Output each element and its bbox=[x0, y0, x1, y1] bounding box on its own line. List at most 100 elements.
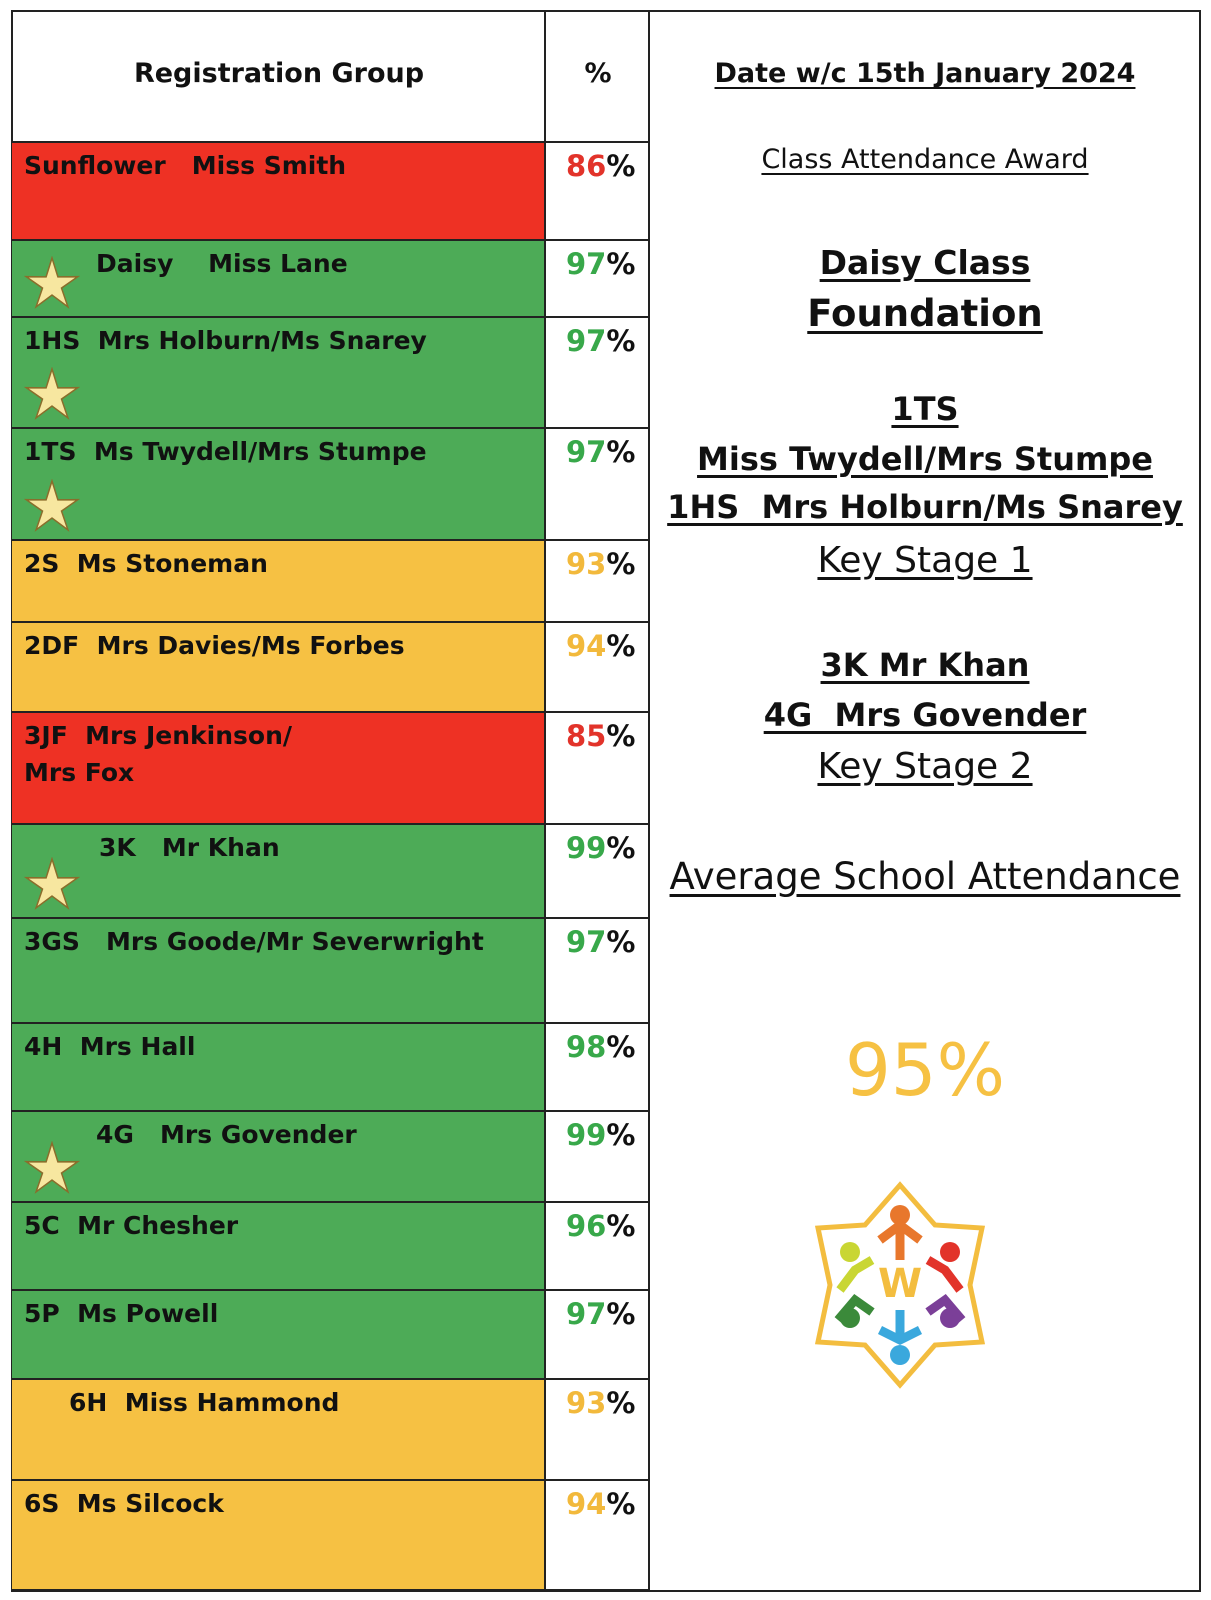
group-name: 3K Mr Khan bbox=[99, 833, 280, 862]
ks2-line: 3K Mr Khan bbox=[820, 646, 1030, 684]
percent-cell bbox=[546, 825, 650, 919]
percent-cell bbox=[546, 713, 650, 825]
group-name: 5C Mr Chesher bbox=[24, 1211, 239, 1240]
group-name: 5P Ms Powell bbox=[24, 1299, 219, 1328]
school-logo: W bbox=[814, 1181, 986, 1389]
percent-value: 85 bbox=[566, 719, 607, 753]
percent-sign: % bbox=[606, 435, 636, 469]
star-shape bbox=[24, 367, 80, 420]
percent-sign: % bbox=[606, 1209, 636, 1243]
percent-sign: % bbox=[606, 719, 636, 753]
group-name: Daisy Miss Lane bbox=[96, 249, 348, 278]
date: Date w/c 15th January 2024 bbox=[714, 58, 1136, 89]
percent-sign: % bbox=[606, 925, 636, 959]
percent-value: 94 bbox=[566, 1487, 607, 1521]
group-cell bbox=[12, 318, 546, 429]
foundation-label: Foundation bbox=[807, 292, 1043, 335]
percent-value: 97 bbox=[566, 1297, 607, 1331]
group-cell bbox=[12, 713, 546, 825]
percent-sign: % bbox=[606, 629, 636, 663]
group-cell bbox=[12, 825, 546, 919]
percent-value: 96 bbox=[566, 1209, 607, 1243]
group-cell bbox=[12, 143, 546, 241]
group-name: 3JF Mrs Jenkinson/ Mrs Fox bbox=[24, 721, 293, 787]
group-cell bbox=[12, 919, 546, 1024]
average-value: 95% bbox=[844, 1028, 1006, 1112]
percent-cell bbox=[546, 429, 650, 541]
percent-cell bbox=[546, 318, 650, 429]
percent: 97% bbox=[566, 247, 635, 281]
percent-sign: % bbox=[606, 1118, 636, 1152]
percent-value: 99 bbox=[566, 1118, 607, 1152]
percent: 86% bbox=[566, 149, 635, 183]
percent: 94% bbox=[566, 629, 635, 663]
svg-text:W: W bbox=[878, 1261, 922, 1307]
percent-cell bbox=[546, 1112, 650, 1203]
ks1-line: Miss Twydell/Mrs Stumpe bbox=[697, 440, 1153, 478]
percent-value: 99 bbox=[566, 831, 607, 865]
group-cell bbox=[12, 1291, 546, 1380]
group-name: 4H Mrs Hall bbox=[24, 1032, 196, 1061]
group-name: 6H Miss Hammond bbox=[69, 1388, 340, 1417]
percent: 97% bbox=[566, 324, 635, 358]
award-star bbox=[24, 367, 80, 420]
percent: 85% bbox=[566, 719, 635, 753]
ks2-line: 4G Mrs Govender bbox=[763, 696, 1087, 734]
percent: 97% bbox=[566, 925, 635, 959]
group-cell bbox=[12, 1481, 546, 1591]
group-name: 1TS Ms Twydell/Mrs Stumpe bbox=[24, 437, 427, 466]
group-name: 3GS Mrs Goode/Mr Severwright bbox=[24, 927, 484, 956]
percent-cell bbox=[546, 623, 650, 713]
percent-cell bbox=[546, 1380, 650, 1481]
percent-cell bbox=[546, 1291, 650, 1380]
percent-value: 97 bbox=[566, 925, 607, 959]
percent: 93% bbox=[566, 1386, 635, 1420]
percent-cell bbox=[546, 1203, 650, 1291]
group-name: Sunflower Miss Smith bbox=[24, 151, 347, 180]
percent-sign: % bbox=[606, 1487, 636, 1521]
group-cell bbox=[12, 241, 546, 318]
group-name: 2S Ms Stoneman bbox=[24, 549, 268, 578]
award-star bbox=[24, 479, 80, 532]
foundation-class: Daisy Class bbox=[819, 243, 1031, 282]
percent-value: 93 bbox=[566, 547, 607, 581]
percent: 97% bbox=[566, 1297, 635, 1331]
header-cell bbox=[546, 10, 650, 143]
percent-cell bbox=[546, 241, 650, 318]
percent: 96% bbox=[566, 1209, 635, 1243]
percent-sign: % bbox=[606, 247, 636, 281]
ks1-line: 1HS Mrs Holburn/Ms Snarey bbox=[667, 488, 1183, 526]
group-cell bbox=[12, 1112, 546, 1203]
percent-cell bbox=[546, 1024, 650, 1112]
percent-sign: % bbox=[606, 1030, 636, 1064]
percent-sign: % bbox=[606, 547, 636, 581]
header-cell bbox=[12, 10, 546, 143]
group-cell bbox=[12, 623, 546, 713]
group-name: 2DF Mrs Davies/Ms Forbes bbox=[24, 631, 405, 660]
percent-sign: % bbox=[606, 149, 636, 183]
award-star bbox=[24, 857, 80, 910]
percent-value: 86 bbox=[566, 149, 607, 183]
percent-sign: % bbox=[606, 1297, 636, 1331]
percent-sign: % bbox=[606, 831, 636, 865]
percent-value: 97 bbox=[566, 324, 607, 358]
percent-value: 97 bbox=[566, 247, 607, 281]
award-star bbox=[24, 256, 80, 309]
percent-cell bbox=[546, 1481, 650, 1591]
ks1-label: Key Stage 1 bbox=[817, 540, 1033, 581]
star-shape bbox=[24, 256, 80, 309]
percent-sign: % bbox=[606, 324, 636, 358]
group-cell bbox=[12, 1380, 546, 1481]
percent-sign: % bbox=[606, 1386, 636, 1420]
ks1-line: 1TS bbox=[891, 390, 959, 428]
group-name: 1HS Mrs Holburn/Ms Snarey bbox=[24, 326, 427, 355]
star-shape bbox=[24, 857, 80, 910]
group-cell bbox=[12, 1024, 546, 1112]
percent-value: 94 bbox=[566, 629, 607, 663]
percent-value: 97 bbox=[566, 435, 607, 469]
group-cell bbox=[12, 1203, 546, 1291]
average-label: Average School Attendance bbox=[669, 855, 1181, 898]
percent-value: 93 bbox=[566, 1386, 607, 1420]
ks2-label: Key Stage 2 bbox=[817, 746, 1033, 787]
